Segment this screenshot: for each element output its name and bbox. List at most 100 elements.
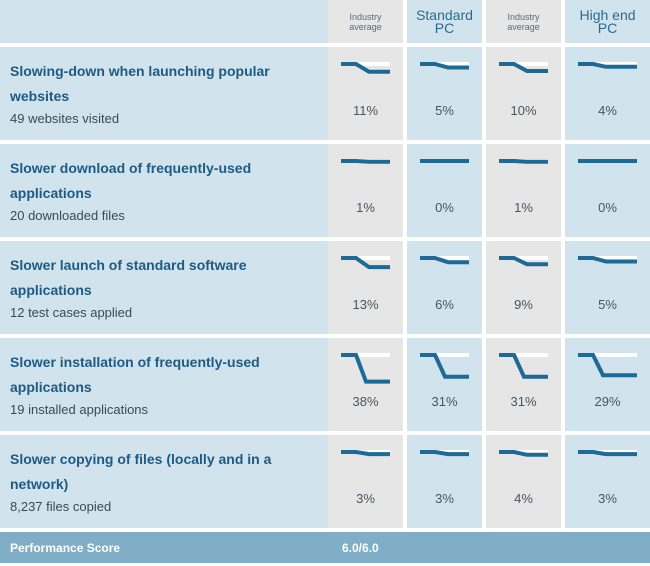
value-cell: 11%: [328, 47, 403, 140]
value-label: 11%: [352, 103, 379, 118]
trend-polyline: [341, 450, 390, 457]
row-subtitle: 20 downloaded files: [10, 208, 125, 223]
value-cell: 4%: [486, 435, 561, 528]
trend-polyline: [499, 353, 548, 379]
value-label: 0%: [598, 200, 617, 215]
value-cell: 3%: [407, 435, 482, 528]
value-cell: 13%: [328, 241, 403, 334]
trend-line: [341, 62, 390, 74]
trend-line: [420, 159, 469, 163]
trend-line: [499, 256, 548, 267]
column-header-industry-average-2: Industry average: [486, 0, 561, 43]
value-cell: 0%: [407, 144, 482, 237]
row-label-launch: Slower launch of standard software appli…: [0, 241, 328, 334]
column-header-label: Standard PC: [416, 6, 473, 36]
trend-line: [341, 353, 390, 384]
value-cell: 9%: [486, 241, 561, 334]
trend-line: [499, 62, 548, 73]
trend-polyline: [341, 256, 390, 270]
value-label: 29%: [594, 394, 621, 409]
value-cell: 10%: [486, 47, 561, 140]
value-cell: 31%: [407, 338, 482, 431]
row-label-installation: Slower installation of frequently-used a…: [0, 338, 328, 431]
value-label: 6%: [435, 297, 454, 312]
trend-line: [341, 450, 390, 457]
trend-line: [578, 159, 637, 163]
trend-line: [420, 450, 469, 457]
trend-polyline: [578, 450, 637, 457]
trend-polyline: [341, 159, 390, 164]
trend-line: [578, 256, 637, 264]
row-title: Slower installation of frequently-used a…: [10, 354, 260, 395]
trend-polyline: [499, 159, 548, 164]
value-label: 4%: [598, 103, 617, 118]
trend-line: [341, 159, 390, 164]
trend-polyline: [578, 353, 637, 378]
trend-polyline: [420, 62, 469, 70]
value-label: 3%: [435, 491, 454, 506]
trend-polyline: [499, 62, 548, 73]
footer-bar: [482, 532, 650, 563]
value-label: 13%: [352, 297, 379, 312]
value-cell: 29%: [565, 338, 650, 431]
row-title: Slowing-down when launching popular webs…: [10, 63, 270, 104]
row-title: Slower launch of standard software appli…: [10, 257, 247, 298]
value-label: 3%: [356, 491, 375, 506]
trend-polyline: [420, 256, 469, 265]
trend-polyline: [341, 353, 390, 384]
row-label-downloads: Slower download of frequently-used appli…: [0, 144, 328, 237]
column-header-standard-pc: Standard PC: [407, 0, 482, 43]
row-label-copying: Slower copying of files (locally and in …: [0, 435, 328, 528]
value-label: 31%: [431, 394, 458, 409]
trend-line: [420, 62, 469, 70]
row-title: Slower download of frequently-used appli…: [10, 160, 252, 201]
row-subtitle: 8,237 files copied: [10, 499, 112, 514]
trend-line: [341, 256, 390, 270]
value-cell: 1%: [486, 144, 561, 237]
value-label: 10%: [510, 103, 537, 118]
value-cell: 1%: [328, 144, 403, 237]
value-cell: 0%: [565, 144, 650, 237]
trend-polyline: [578, 62, 637, 69]
value-cell: 5%: [565, 241, 650, 334]
row-title: Slower copying of files (locally and in …: [10, 451, 272, 492]
column-header-industry-average-1: Industry average: [328, 0, 403, 43]
performance-score-value: 6.0/6.0: [328, 532, 482, 563]
value-label: 5%: [598, 297, 617, 312]
row-label-websites: Slowing-down when launching popular webs…: [0, 47, 328, 140]
trend-polyline: [499, 256, 548, 267]
value-cell: 4%: [565, 47, 650, 140]
performance-score-label: Performance Score: [0, 532, 328, 563]
trend-line: [499, 159, 548, 164]
value-label: 38%: [352, 394, 379, 409]
row-subtitle: 49 websites visited: [10, 111, 120, 126]
column-header-label: High end PC: [579, 6, 636, 36]
trend-line: [499, 353, 548, 379]
trend-line: [578, 450, 637, 457]
value-label: 1%: [356, 200, 375, 215]
value-cell: 38%: [328, 338, 403, 431]
value-cell: 5%: [407, 47, 482, 140]
row-subtitle: 19 installed applications: [10, 402, 149, 417]
value-cell: 3%: [328, 435, 403, 528]
header-corner: [0, 0, 328, 43]
column-header-label: Industry average: [349, 11, 382, 32]
value-label: 0%: [435, 200, 454, 215]
value-label: 5%: [435, 103, 454, 118]
value-cell: 31%: [486, 338, 561, 431]
trend-polyline: [341, 62, 390, 74]
trend-line: [578, 62, 637, 69]
trend-polyline: [578, 256, 637, 264]
trend-line: [420, 353, 469, 379]
value-label: 4%: [514, 491, 533, 506]
row-subtitle: 12 test cases applied: [10, 305, 133, 320]
trend-line: [578, 353, 637, 378]
value-label: 1%: [514, 200, 533, 215]
trend-line: [420, 256, 469, 265]
value-label: 9%: [514, 297, 533, 312]
trend-line: [499, 450, 548, 457]
trend-polyline: [420, 353, 469, 379]
value-label: 3%: [598, 491, 617, 506]
value-label: 31%: [510, 394, 537, 409]
